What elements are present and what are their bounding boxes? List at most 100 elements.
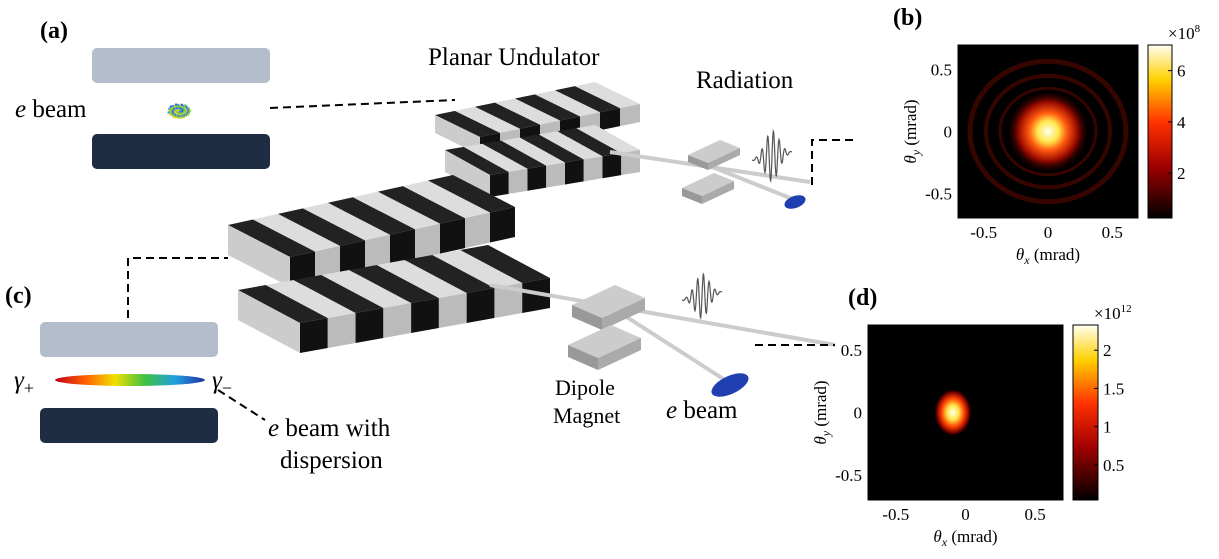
dot [171,113,174,116]
colorbar-tick-label: 2 [1177,164,1186,183]
text: e beam [666,397,738,424]
stripe-face [340,240,365,276]
dot [178,115,181,118]
colorbar [1072,324,1099,501]
dot [174,110,177,114]
dot [180,113,184,116]
text: Radiation [696,67,794,94]
dot [178,108,181,112]
dot [168,107,171,110]
pole [92,134,270,169]
x-axis-label: θx (mrad) [933,527,997,549]
y-axis-label: θy (mrad) [811,380,833,444]
stripe-face [490,171,509,197]
dot [169,111,172,115]
text-part: y [819,430,833,437]
dot [171,104,175,108]
stripe [515,94,580,121]
dot [183,114,186,117]
dot [183,110,186,113]
dot [185,105,188,108]
dot [173,111,176,115]
stripe [238,285,328,323]
dot [174,103,178,106]
dot [179,116,182,120]
text-part: 12 [1121,303,1132,315]
dot [176,114,179,117]
dot [187,108,190,112]
stripe-face [440,218,465,254]
y-tick-label: 0.5 [841,341,862,360]
dot [179,111,182,114]
dot [171,111,175,114]
dot [176,104,179,108]
label: (a) [40,18,68,44]
dot [182,115,185,119]
text-part: x [941,535,948,549]
stripe [265,280,356,318]
slab-end [435,115,480,155]
x-axis-label: θx (mrad) [1016,245,1080,267]
dispersed-beam [55,374,205,386]
colorbar-tick-label: 1 [1103,418,1112,437]
colorbar-tick-label: 1.5 [1103,379,1124,398]
stripe [353,191,440,230]
stripe-face [602,153,622,179]
dot [177,116,180,119]
text: e beam with [268,415,391,442]
stripe [378,186,465,224]
y-tick-label: -0.5 [835,466,862,485]
y-tick-label: 0.5 [931,61,952,80]
colorbar-tick-label: 2 [1103,341,1112,360]
text-part: (mrad) [901,99,920,150]
glow [933,388,972,437]
stripe [520,134,584,163]
text: dispersion [280,447,383,474]
ring [984,73,1112,190]
dot [180,105,183,108]
stripe-face [355,308,384,343]
dashed-connectors [127,99,858,421]
dot [184,113,187,116]
dot [172,107,175,110]
slab-end [445,150,490,197]
stripe [349,265,439,303]
dot [174,104,177,107]
stripe-face [315,245,340,282]
dipole-magnets [568,129,806,397]
stripe-face [415,223,440,260]
stripe-face [438,293,467,328]
dot [177,110,180,113]
dot [175,109,178,112]
stripe [575,82,640,109]
text-part: 8 [1195,23,1201,35]
text-part: θ [901,155,920,163]
stripe-face [494,283,523,318]
dot [170,106,173,109]
colorbar-tick-label: 4 [1177,113,1186,132]
dot [183,111,186,115]
y-tick-label: 0 [854,404,863,423]
dot [172,106,175,109]
stripe [376,260,467,298]
colorbar-multiplier: ×1012 [1094,303,1132,323]
stripe-face [466,288,495,323]
dot [173,114,177,117]
colorbar-tick-label: 0.5 [1103,456,1124,475]
dot [179,106,182,109]
stripe [278,208,365,246]
dot [181,110,184,113]
stripe-face [465,212,490,249]
stripe-face [411,298,439,333]
stripe [321,270,412,308]
stripe [445,146,509,175]
stripe-face [383,303,412,338]
stripe [555,86,620,113]
dot [174,108,177,111]
dot [177,111,180,114]
stripe-face [390,229,415,265]
stripe [455,106,520,133]
text: Magnet [553,403,620,428]
dot [179,107,182,111]
text-part: θ [1016,245,1024,264]
